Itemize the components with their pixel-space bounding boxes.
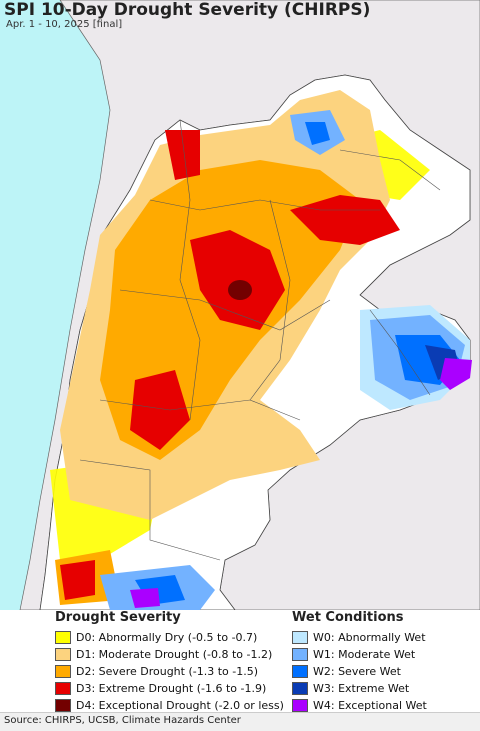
legend-swatch [292, 631, 308, 644]
legend-swatch [292, 665, 308, 678]
w4-area [440, 358, 472, 390]
legend-label: D2: Severe Drought (-1.3 to -1.5) [76, 665, 259, 678]
d3-area [290, 195, 400, 245]
legend: Drought Severity D0: Abnormally Dry (-0.… [0, 610, 480, 712]
province-borders [79, 119, 441, 561]
legend-swatch [55, 682, 71, 695]
legend-swatch [55, 665, 71, 678]
legend-swatch [55, 631, 71, 644]
legend-label: W4: Exceptional Wet [313, 699, 427, 712]
footer: Source: CHIRPS, UCSB, Climate Hazards Ce… [0, 712, 480, 731]
w2-area [305, 122, 330, 145]
map-title: SPI 10-Day Drought Severity (CHIRPS) [4, 0, 371, 20]
legend-label: D0: Abnormally Dry (-0.5 to -0.7) [76, 631, 258, 644]
legend-drought-heading: Drought Severity [55, 610, 181, 625]
legend-label: D3: Extreme Drought (-1.6 to -1.9) [76, 682, 267, 695]
legend-wet: Wet Conditions W0: Abnormally Wet W1: Mo… [292, 610, 427, 714]
map-canvas [0, 0, 480, 610]
legend-swatch [292, 682, 308, 695]
legend-swatch [292, 648, 308, 661]
legend-item-d2: D2: Severe Drought (-1.3 to -1.5) [55, 663, 284, 680]
legend-item-d0: D0: Abnormally Dry (-0.5 to -0.7) [55, 629, 284, 646]
legend-swatch [55, 699, 71, 712]
legend-label: W2: Severe Wet [313, 665, 401, 678]
legend-item-w0: W0: Abnormally Wet [292, 629, 427, 646]
legend-item-d4: D4: Exceptional Drought (-2.0 or less) [55, 697, 284, 714]
legend-item-d1: D1: Moderate Drought (-0.8 to -1.2) [55, 646, 284, 663]
d3-area [60, 560, 95, 600]
drought-map: SPI 10-Day Drought Severity (CHIRPS) Apr… [0, 0, 480, 610]
legend-drought: Drought Severity D0: Abnormally Dry (-0.… [55, 610, 284, 714]
legend-label: W3: Extreme Wet [313, 682, 410, 695]
legend-label: D4: Exceptional Drought (-2.0 or less) [76, 699, 284, 712]
d4-area [228, 280, 252, 300]
legend-item-w4: W4: Exceptional Wet [292, 697, 427, 714]
legend-swatch [55, 648, 71, 661]
legend-wet-heading: Wet Conditions [292, 610, 404, 625]
legend-item-d3: D3: Extreme Drought (-1.6 to -1.9) [55, 680, 284, 697]
legend-label: D1: Moderate Drought (-0.8 to -1.2) [76, 648, 273, 661]
d3-area [165, 130, 200, 180]
legend-swatch [292, 699, 308, 712]
legend-item-w2: W2: Severe Wet [292, 663, 427, 680]
source-credit: Source: CHIRPS, UCSB, Climate Hazards Ce… [4, 715, 241, 726]
legend-label: W0: Abnormally Wet [313, 631, 426, 644]
w4-area [130, 588, 160, 608]
legend-item-w1: W1: Moderate Wet [292, 646, 427, 663]
legend-label: W1: Moderate Wet [313, 648, 416, 661]
map-subtitle: Apr. 1 - 10, 2025 [final] [6, 19, 123, 30]
legend-item-w3: W3: Extreme Wet [292, 680, 427, 697]
d3-area [130, 370, 190, 450]
